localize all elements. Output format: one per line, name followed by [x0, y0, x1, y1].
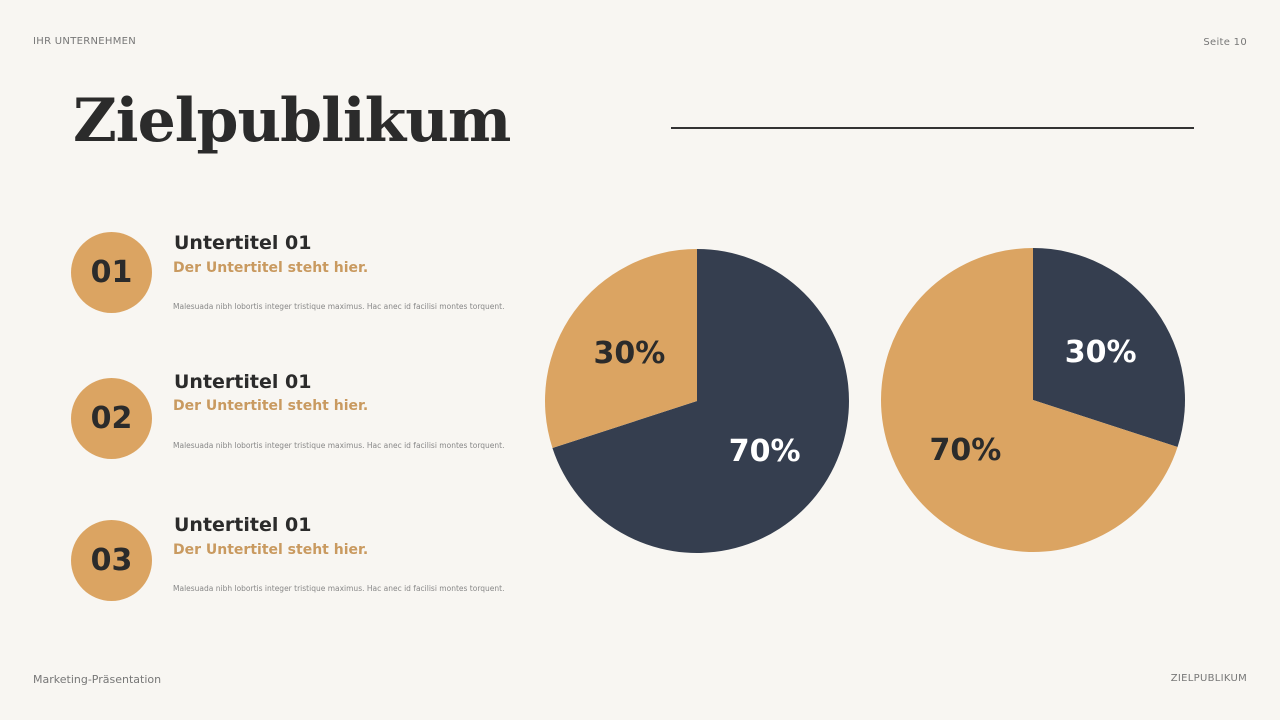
item-description: Malesuada nibh lobortis integer tristiqu…: [173, 441, 505, 450]
list-item: 01 Untertitel 01 Der Untertitel steht hi…: [71, 232, 521, 322]
pie-2-label-1: 30%: [1065, 335, 1137, 370]
pie-2-label-2: 70%: [929, 433, 1001, 468]
pie-1-slice-1: [552, 249, 849, 553]
item-tagline: Der Untertitel steht hier.: [173, 542, 369, 558]
number-badge: 01: [71, 232, 152, 313]
page-number: Seite 10: [1203, 37, 1247, 48]
page-title: Zielpublikum: [73, 86, 511, 156]
footer-section: ZIELPUBLIKUM: [1170, 673, 1247, 684]
item-tagline: Der Untertitel steht hier.: [173, 398, 369, 414]
pie-1-slice-2: [545, 249, 697, 448]
item-description: Malesuada nibh lobortis integer tristiqu…: [173, 584, 505, 593]
item-subtitle: Untertitel 01: [174, 371, 312, 393]
item-subtitle: Untertitel 01: [174, 514, 312, 536]
pie-2-slice-2: [881, 248, 1178, 552]
item-tagline: Der Untertitel steht hier.: [173, 260, 369, 276]
number-badge: 02: [71, 378, 152, 459]
number-badge: 03: [71, 520, 152, 601]
item-subtitle: Untertitel 01: [174, 232, 312, 254]
title-divider: [671, 127, 1194, 129]
footer-presentation-name: Marketing-Präsentation: [33, 673, 162, 686]
company-name: IHR UNTERNEHMEN: [33, 36, 137, 47]
pie-2-slice-1: [1033, 248, 1185, 447]
pie-1-label-1: 70%: [729, 434, 801, 469]
pie-1-label-2: 30%: [593, 336, 665, 371]
list-item: 02 Untertitel 01 Der Untertitel steht hi…: [71, 371, 521, 461]
item-description: Malesuada nibh lobortis integer tristiqu…: [173, 302, 505, 311]
list-item: 03 Untertitel 01 Der Untertitel steht hi…: [71, 514, 521, 604]
